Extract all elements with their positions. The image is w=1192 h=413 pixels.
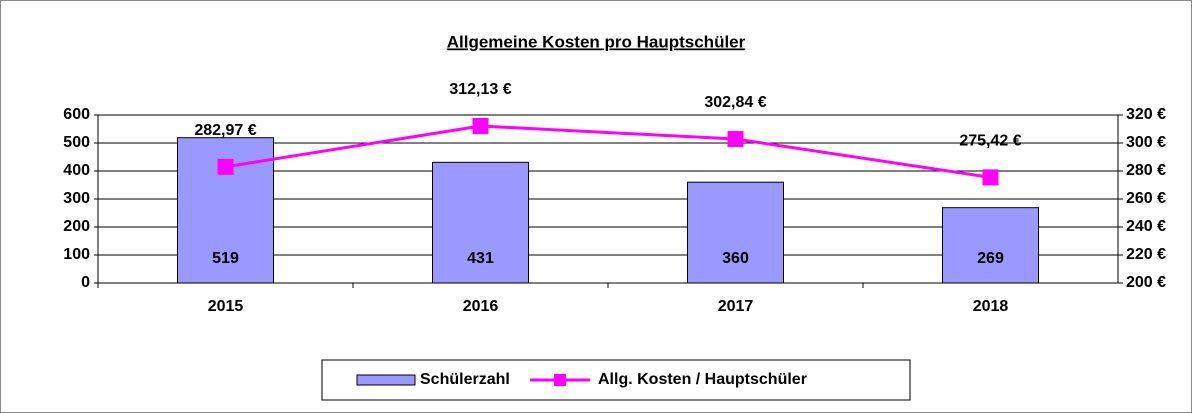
y2-tick-label: 260 €	[1126, 190, 1166, 207]
y2-tick-label: 240 €	[1126, 218, 1166, 235]
y2-tick-label: 300 €	[1126, 134, 1166, 151]
x-tick-label: 2018	[973, 298, 1009, 315]
line-value-label: 302,84 €	[704, 94, 766, 111]
y-tick-label: 200	[63, 218, 90, 235]
legend-label: Allg. Kosten / Hauptschüler	[598, 371, 807, 388]
y2-tick-label: 320 €	[1126, 106, 1166, 123]
y-tick-label: 500	[63, 134, 90, 151]
line-marker	[217, 158, 234, 175]
line-value-label: 282,97 €	[194, 122, 256, 139]
bar	[687, 181, 784, 284]
bar-value-label: 360	[722, 250, 749, 267]
line-marker	[727, 131, 744, 148]
x-tick-label: 2016	[463, 298, 499, 315]
y-tick-label: 600	[63, 106, 90, 123]
bar-value-label: 519	[212, 250, 239, 267]
y2-tick-label: 220 €	[1126, 246, 1166, 263]
chart-title: Allgemeine Kosten pro Hauptschüler	[447, 32, 746, 51]
y2-tick-label: 200 €	[1126, 274, 1166, 291]
line-marker	[982, 169, 999, 186]
y2-tick-label: 280 €	[1126, 162, 1166, 179]
line-marker	[472, 118, 489, 135]
line	[225, 124, 991, 179]
legend-swatch	[356, 374, 416, 386]
y-tick-label: 300	[63, 190, 90, 207]
x-tick-label: 2015	[208, 298, 244, 315]
legend-box	[321, 359, 911, 401]
x-tick-label: 2017	[718, 298, 754, 315]
bar	[432, 161, 529, 284]
line-value-label: 312,13 €	[449, 81, 511, 98]
y-tick-label: 0	[81, 274, 90, 291]
y-tick-label: 400	[63, 162, 90, 179]
legend-marker	[554, 374, 566, 386]
legend-label: Schülerzahl	[420, 371, 510, 388]
bar	[942, 207, 1039, 284]
y-tick-label: 100	[63, 246, 90, 263]
line-value-label: 275,42 €	[959, 133, 1021, 150]
bar-value-label: 269	[977, 250, 1004, 267]
bar-value-label: 431	[467, 250, 494, 267]
